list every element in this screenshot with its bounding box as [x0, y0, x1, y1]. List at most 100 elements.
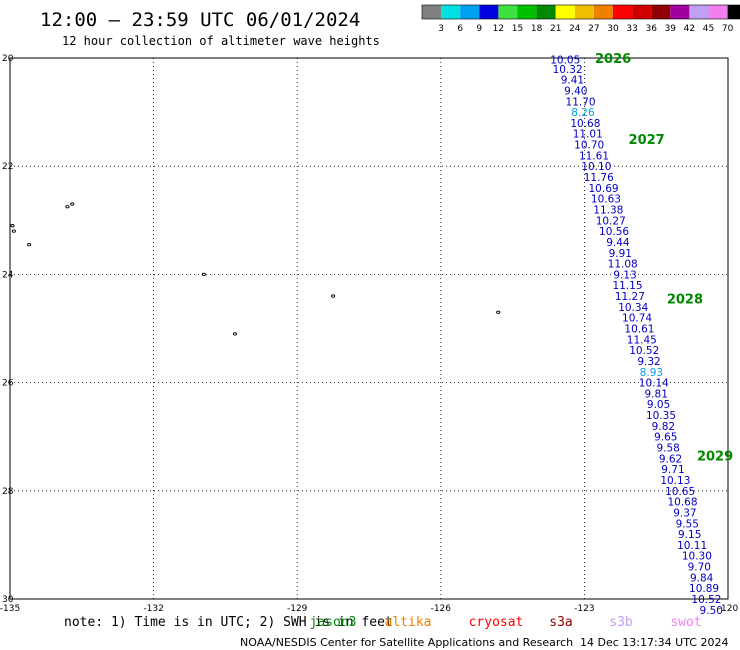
swh-sample: 9.71: [661, 464, 684, 476]
swh-sample: 9.37: [673, 507, 696, 519]
swh-sample: 10.14: [639, 378, 669, 390]
island: [65, 205, 70, 209]
legend-label: 15: [512, 24, 523, 34]
satellite-name: swot: [670, 615, 701, 630]
legend-swatch: [670, 5, 690, 19]
satellite-name: jason3: [310, 615, 357, 630]
satellite-name: cryosat: [469, 615, 524, 630]
swh-sample: 10.32: [553, 64, 583, 76]
swh-sample: 11.08: [608, 259, 638, 271]
lon-label: -120: [718, 604, 739, 614]
pass-time-label: 2028: [667, 293, 703, 308]
swh-sample: 9.55: [676, 518, 699, 530]
swh-sample: 9.41: [561, 75, 584, 87]
swh-sample: 10.34: [618, 302, 648, 314]
swh-sample: 9.82: [652, 421, 675, 433]
island: [70, 202, 75, 206]
swh-sample: 9.13: [613, 269, 636, 281]
legend-swatch: [689, 5, 709, 19]
swh-sample: 10.52: [691, 594, 721, 606]
swh-sample: 11.15: [612, 280, 642, 292]
swh-sample: 9.58: [656, 443, 679, 455]
satellite-name: altika: [385, 615, 432, 630]
lon-label: -132: [143, 604, 163, 614]
legend-swatch: [651, 5, 671, 19]
legend-swatch: [632, 5, 652, 19]
legend-swatch: [536, 5, 556, 19]
timestamp: 14 Dec 13:17:34 UTC 2024: [580, 636, 728, 649]
swh-sample: 9.81: [645, 388, 668, 400]
island: [10, 224, 15, 228]
swh-sample: 10.13: [660, 475, 690, 487]
island: [201, 272, 206, 277]
legend-label: 42: [684, 24, 695, 34]
swh-sample: 11.01: [573, 129, 603, 141]
swh-sample: 10.68: [667, 497, 697, 509]
footer-note: note: 1) Time is in UTC; 2) SWH is in fe…: [64, 615, 393, 630]
altimeter-track: 10.0510.329.419.4011.708.2610.6811.0110.…: [550, 52, 733, 617]
swh-sample: 8.26: [571, 107, 595, 119]
swh-sample: 10.61: [624, 324, 654, 336]
swh-sample: 9.91: [609, 248, 632, 260]
island: [232, 332, 238, 336]
island: [27, 242, 32, 247]
swh-sample: 10.70: [574, 140, 604, 152]
legend-swatch: [441, 5, 461, 19]
legend-label: 39: [665, 24, 677, 34]
legend-swatch: [517, 5, 537, 19]
lon-label: -123: [574, 604, 594, 614]
satellite-name: s3a: [549, 615, 572, 630]
legend-label: 12: [493, 24, 504, 34]
map-title: 12:00 – 23:59 UTC 06/01/2024: [40, 9, 360, 31]
lat-label: 20: [2, 54, 14, 64]
swh-sample: 11.70: [566, 96, 596, 108]
swh-sample: 10.68: [570, 118, 600, 130]
island: [11, 229, 16, 233]
swh-sample: 10.27: [596, 215, 626, 227]
legend-label: 24: [569, 24, 581, 34]
swh-sample: 9.44: [606, 237, 630, 249]
satellite-name: s3b: [609, 615, 633, 630]
legend-label: 3: [438, 24, 444, 34]
swh-sample: 10.11: [677, 540, 707, 552]
swh-sample: 9.84: [690, 572, 714, 584]
islands: [10, 202, 501, 336]
island: [331, 294, 336, 298]
swh-sample: 11.76: [584, 172, 614, 184]
swh-sample: 9.32: [637, 356, 660, 368]
lat-lon-grid: [10, 58, 728, 599]
legend-label: 9: [476, 24, 482, 34]
swh-sample: 10.63: [591, 194, 621, 206]
swh-sample: 9.62: [659, 453, 682, 465]
legend-label: 18: [531, 24, 543, 34]
legend-swatch: [593, 5, 613, 19]
credit: NOAA/NESDIS Center for Satellite Applica…: [240, 636, 573, 649]
lat-label: 22: [2, 162, 13, 172]
swh-sample: 10.89: [689, 583, 719, 595]
legend-swatch: [422, 5, 442, 19]
map-subtitle: 12 hour collection of altimeter wave hei…: [62, 34, 380, 48]
swh-sample: 10.35: [646, 410, 676, 422]
legend-swatch: [555, 5, 575, 19]
swh-sample: 9.50: [700, 605, 723, 617]
lat-label: 24: [2, 270, 14, 280]
legend-swatch: [708, 5, 728, 19]
swh-sample: 9.70: [688, 562, 711, 574]
swh-sample: 10.30: [682, 551, 712, 563]
pass-time-label: 2027: [629, 133, 665, 148]
swh-sample: 10.74: [622, 313, 652, 325]
satellite-legend: jason3 altika cryosat s3a s3b swot: [310, 615, 702, 630]
swh-sample: 11.38: [593, 204, 623, 216]
legend-swatch: [498, 5, 518, 19]
pass-time-label: 2029: [697, 450, 733, 465]
legend-label: 45: [703, 24, 714, 34]
swh-sample: 10.52: [629, 345, 659, 357]
swh-sample: 10.05: [550, 55, 580, 67]
swh-sample: 10.56: [599, 226, 629, 238]
pass-time-label: 2026: [595, 52, 631, 67]
legend-label: 70: [722, 24, 734, 34]
legend-label: 6: [457, 24, 463, 34]
legend-swatch: [479, 5, 499, 19]
swh-sample: 10.10: [581, 161, 611, 173]
